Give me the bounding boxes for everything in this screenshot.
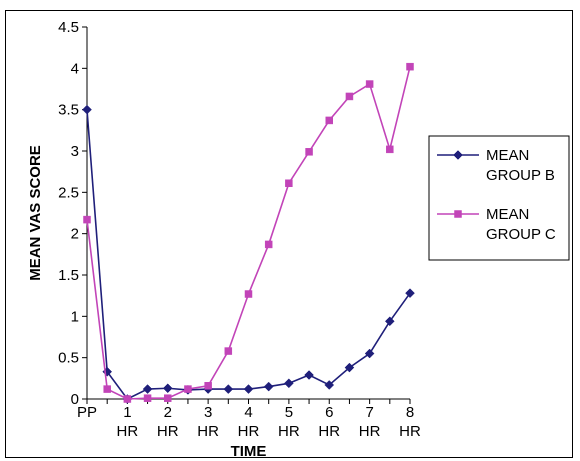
data-point xyxy=(285,179,293,187)
data-point xyxy=(103,385,111,393)
y-tick-label: 1.5 xyxy=(58,267,79,284)
data-point xyxy=(263,381,274,392)
data-point xyxy=(224,347,233,355)
data-point xyxy=(142,384,153,394)
data-point xyxy=(305,148,313,156)
series-layer xyxy=(82,62,415,404)
legend: MEAN GROUP B MEAN GROUP C xyxy=(428,135,570,261)
data-point xyxy=(344,362,355,373)
y-tick-label: 0 xyxy=(71,391,79,408)
data-point xyxy=(164,394,172,402)
data-point xyxy=(304,370,314,380)
data-point xyxy=(345,92,354,101)
data-point xyxy=(244,290,253,298)
x-tick-label: HR xyxy=(318,423,340,440)
y-axis-title: MEAN VAS SCORE xyxy=(27,145,44,281)
data-point xyxy=(143,394,152,402)
x-axis-title: TIME xyxy=(231,443,267,460)
y-tick-label: 3.5 xyxy=(58,102,79,119)
legend-marker xyxy=(454,210,462,218)
x-tick-label: 2 xyxy=(164,404,172,421)
data-point xyxy=(386,145,394,154)
x-tick-label: HR xyxy=(278,423,300,440)
data-point xyxy=(204,382,212,390)
x-tick-label: HR xyxy=(117,423,139,440)
x-tick-label: 4 xyxy=(244,404,252,421)
x-tick-label: 1 xyxy=(123,404,131,421)
series-line xyxy=(86,66,411,400)
data-point xyxy=(406,62,414,71)
legend-label: MEAN xyxy=(486,206,529,223)
x-tick-label: PP xyxy=(77,404,97,421)
y-tick-label: 2.5 xyxy=(58,184,79,201)
data-point xyxy=(123,395,132,403)
data-point xyxy=(243,384,254,394)
series-group-b xyxy=(82,104,415,404)
y-tick-label: 4 xyxy=(71,60,79,77)
x-tick-label: HR xyxy=(197,423,219,440)
data-point xyxy=(325,116,333,125)
series-line xyxy=(86,109,411,401)
x-tick-label: 8 xyxy=(406,404,414,421)
data-point xyxy=(365,80,374,88)
y-tick-label: 0.5 xyxy=(58,350,79,367)
series-group-c xyxy=(83,62,414,403)
data-point xyxy=(264,240,273,249)
data-point xyxy=(364,348,375,359)
x-tick-label: HR xyxy=(359,423,381,440)
data-point xyxy=(184,385,192,393)
legend-box xyxy=(428,135,570,261)
legend-label: MEAN xyxy=(486,147,529,164)
data-point xyxy=(384,316,395,327)
x-tick-label: 7 xyxy=(365,404,373,421)
y-tick-label: 1 xyxy=(71,308,79,325)
legend-label: GROUP B xyxy=(486,167,555,184)
x-tick-label: 3 xyxy=(204,404,212,421)
legend-label: GROUP C xyxy=(486,226,556,243)
x-tick-label: HR xyxy=(157,423,179,440)
legend-entry: MEAN GROUP C xyxy=(437,206,556,243)
data-point xyxy=(83,215,91,224)
x-tick-label: HR xyxy=(238,423,260,440)
y-tick-label: 3 xyxy=(71,143,79,160)
data-point xyxy=(284,378,294,389)
x-tick-label: HR xyxy=(399,423,421,440)
y-tick-label: 2 xyxy=(71,226,79,243)
data-point xyxy=(324,380,335,390)
data-point xyxy=(405,288,415,299)
legend-marker xyxy=(453,150,463,160)
axes-layer: 0 0.5 1 1.5 2 2.5 3 3.5 4 4.5 PP 1 HR 2 HR 3 HR 4 HR 5 HR 6 HR… xyxy=(58,19,421,440)
y-tick-label: 4.5 xyxy=(58,19,79,36)
x-tick-label: 6 xyxy=(325,404,333,421)
x-tick-label: 5 xyxy=(285,404,293,421)
data-point xyxy=(82,104,92,115)
legend-entry: MEAN GROUP B xyxy=(437,147,555,184)
data-point xyxy=(162,383,173,394)
data-point xyxy=(223,384,234,394)
